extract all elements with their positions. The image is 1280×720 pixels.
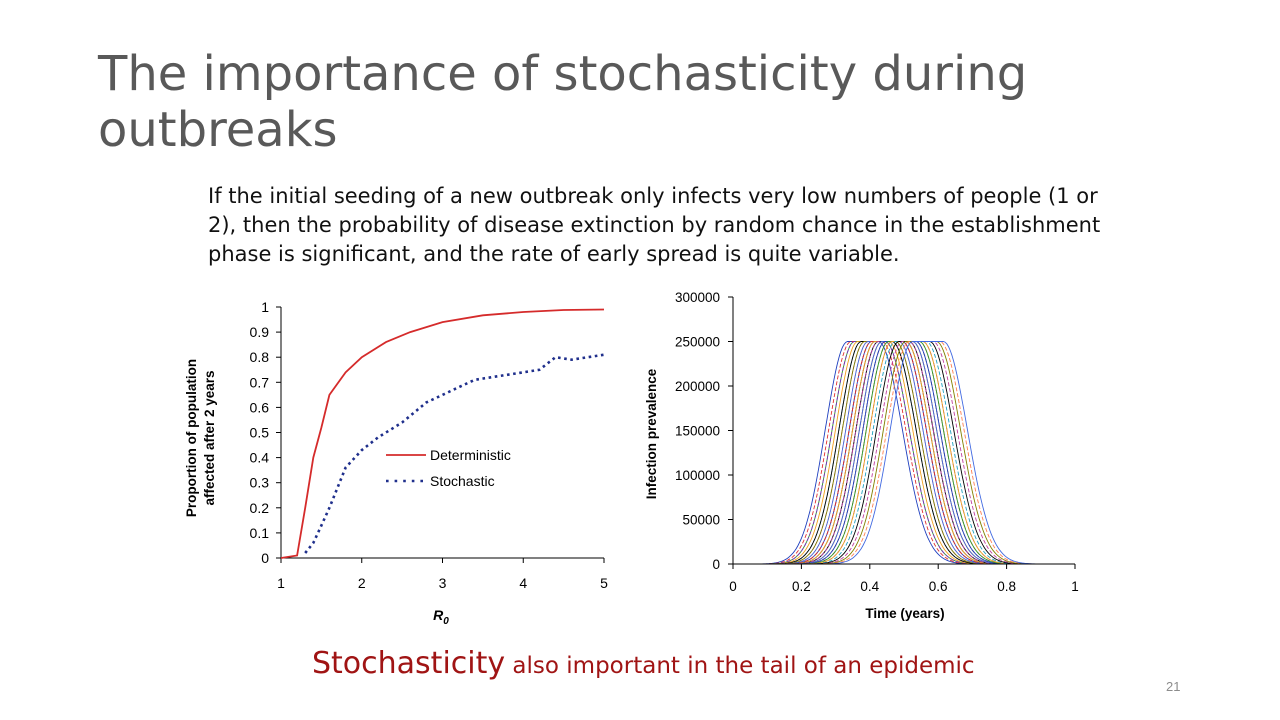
- epidemic-curve: [733, 341, 1075, 565]
- left-x-tick-label: 4: [519, 575, 527, 591]
- epidemic-curve: [733, 341, 1075, 565]
- epidemic-curve: [733, 341, 1075, 565]
- left-ylabel-line2: affected after 2 years: [202, 370, 217, 505]
- legend-deterministic-label: Deterministic: [430, 447, 511, 463]
- right-x-tick-label: 0.2: [792, 579, 811, 594]
- epidemic-curve: [733, 341, 1075, 565]
- right-y-tick-label: 100000: [675, 468, 720, 483]
- epidemic-curve: [733, 341, 1075, 565]
- left-ylabel-line1: Proportion of population: [184, 359, 199, 517]
- series-stochastic-line: [304, 353, 605, 554]
- epidemic-curve: [733, 341, 1075, 565]
- epidemic-curve: [733, 341, 1075, 565]
- tail-note: Stochasticity also important in the tail…: [312, 646, 975, 681]
- right-chart-series: [733, 341, 1075, 565]
- left-x-tick-label: 2: [358, 575, 366, 591]
- epidemic-curve: [733, 341, 1075, 565]
- right-x-tick-label: 0.8: [997, 579, 1016, 594]
- epidemic-curve: [733, 341, 1075, 565]
- left-chart-xlabel: R0: [433, 607, 449, 627]
- left-y-tick-label: 0.7: [250, 374, 270, 390]
- epidemic-curve: [733, 341, 1075, 565]
- left-chart-legend: Deterministic Stochastic: [386, 447, 511, 489]
- epidemic-curve: [733, 341, 1075, 565]
- legend-stochastic-label: Stochastic: [430, 473, 495, 489]
- left-y-tick-label: 0.3: [250, 475, 270, 491]
- right-x-tick-label: 1: [1071, 579, 1079, 594]
- left-y-tick-label: 0.6: [250, 399, 270, 415]
- epidemic-curve: [733, 341, 1075, 565]
- right-y-tick-label: 200000: [675, 379, 720, 394]
- epidemic-curve: [733, 341, 1075, 565]
- left-y-tick-label: 0.8: [250, 349, 270, 365]
- left-y-tick-label: 0.1: [250, 525, 270, 541]
- epidemic-curve: [733, 341, 1075, 565]
- epidemic-curve: [733, 341, 1075, 565]
- epidemic-curve: [733, 341, 1075, 565]
- right-x-tick-label: 0.6: [929, 579, 948, 594]
- epidemic-curve: [733, 341, 1075, 565]
- tail-note-emphasis: Stochasticity: [312, 646, 506, 681]
- left-y-tick-label: 1: [261, 299, 269, 315]
- left-chart-ylabel: Proportion of population affected after 2…: [184, 359, 217, 517]
- series-deterministic-line: [280, 308, 605, 559]
- left-y-tick-label: 0: [261, 550, 269, 566]
- right-y-tick-label: 50000: [682, 513, 720, 528]
- left-chart-axes: 0 0.1 0.2 0.3 0.4 0.5 0.6 0.7 0.8 0.9 1 1 2 3 4 5: [250, 299, 609, 591]
- epidemic-curve: [733, 341, 1075, 565]
- epidemic-curve: [733, 341, 1075, 565]
- left-chart-xlabel-main: R: [433, 607, 444, 623]
- epidemic-curve: [733, 341, 1075, 565]
- tail-note-rest: also important in the tail of an epidemi…: [505, 653, 975, 679]
- right-chart-axes: 0 50000 100000 150000 200000 250000 300000 0 0.2…: [675, 290, 1079, 594]
- left-x-tick-label: 3: [439, 575, 447, 591]
- epidemic-curve: [733, 341, 1075, 565]
- right-y-tick-label: 300000: [675, 290, 720, 305]
- right-chart-xlabel: Time (years): [865, 606, 944, 621]
- left-y-tick-label: 0.5: [250, 425, 270, 441]
- epidemic-curve: [733, 341, 1075, 565]
- left-y-tick-label: 0.2: [250, 500, 270, 516]
- left-chart-series: [280, 308, 605, 559]
- epidemic-curve: [733, 341, 1075, 565]
- right-y-tick-label: 250000: [675, 335, 720, 350]
- epidemic-curve: [733, 341, 1075, 565]
- epidemic-curve: [733, 341, 1075, 565]
- epidemic-curve: [733, 341, 1075, 565]
- epidemic-curve: [733, 341, 1075, 565]
- left-chart-xlabel-sub: 0: [443, 616, 449, 627]
- slide-number: 21: [1166, 679, 1181, 694]
- left-y-tick-label: 0.4: [250, 450, 270, 466]
- right-x-tick-label: 0: [729, 579, 737, 594]
- epidemic-curve: [733, 341, 1075, 565]
- left-x-tick-label: 5: [600, 575, 608, 591]
- left-y-tick-label: 0.9: [250, 324, 270, 340]
- left-x-tick-label: 1: [277, 575, 285, 591]
- epidemic-curve: [733, 341, 1075, 565]
- epidemic-curve: [733, 341, 1075, 565]
- epidemic-curve: [733, 341, 1075, 565]
- epidemic-curve: [733, 341, 1075, 565]
- right-x-tick-label: 0.4: [860, 579, 879, 594]
- epidemic-curve: [733, 341, 1075, 565]
- right-y-tick-label: 0: [712, 557, 720, 572]
- right-chart-ylabel: Infection prevalence: [644, 368, 659, 499]
- epidemic-curve: [733, 341, 1075, 565]
- slide-title: The importance of stochasticity during o…: [98, 46, 1028, 158]
- slide-body-text: If the initial seeding of a new outbreak…: [208, 184, 1101, 266]
- epidemic-curve: [733, 341, 1075, 565]
- right-y-tick-label: 150000: [675, 424, 720, 439]
